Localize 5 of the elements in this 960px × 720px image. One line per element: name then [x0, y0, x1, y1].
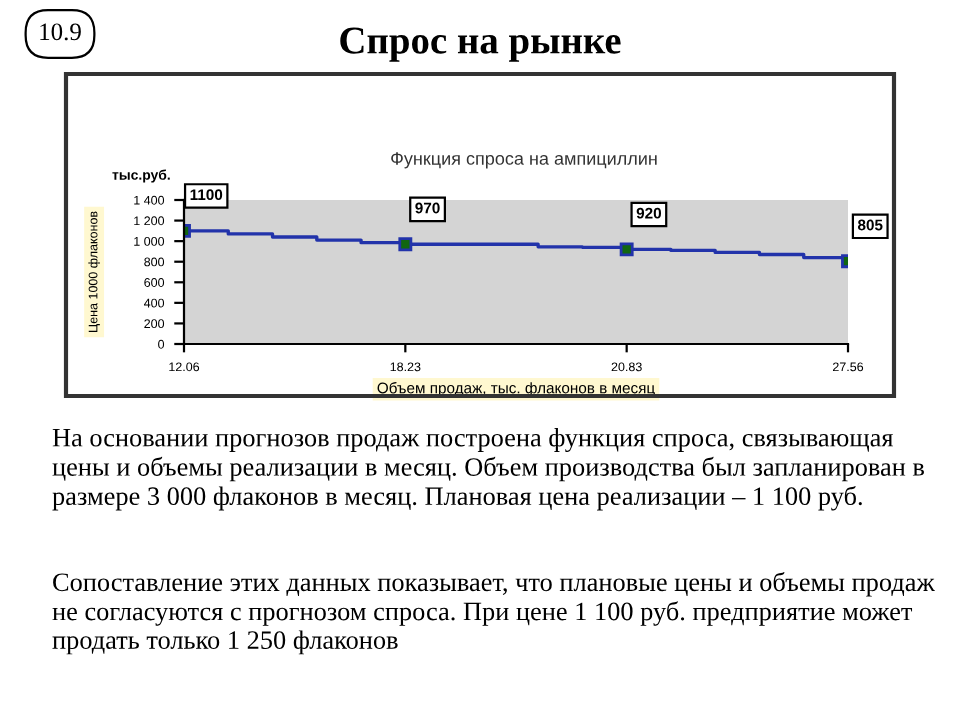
chart-title: Функция спроса на ампициллин — [391, 152, 657, 169]
text: Сопоставление этих данных показывает, что плановые цены и объемы продаж не согласуются с прогнозом спроса. При цене 1 100 руб. предприятие может продать только 1 250 флаконов — [52, 572, 935, 655]
chart-subtitle: Спрос на рынке — [340, 27, 621, 62]
text: 10.9 — [40, 23, 81, 41]
text: На основании прогнозов продаж построена функция спроса, связывающая цены и объемы реализации в месяц. Объем производства был запланирован в размере 3 000 флаконов в месяц. Плановая цена реализации – 1 100 руб. — [52, 428, 924, 511]
